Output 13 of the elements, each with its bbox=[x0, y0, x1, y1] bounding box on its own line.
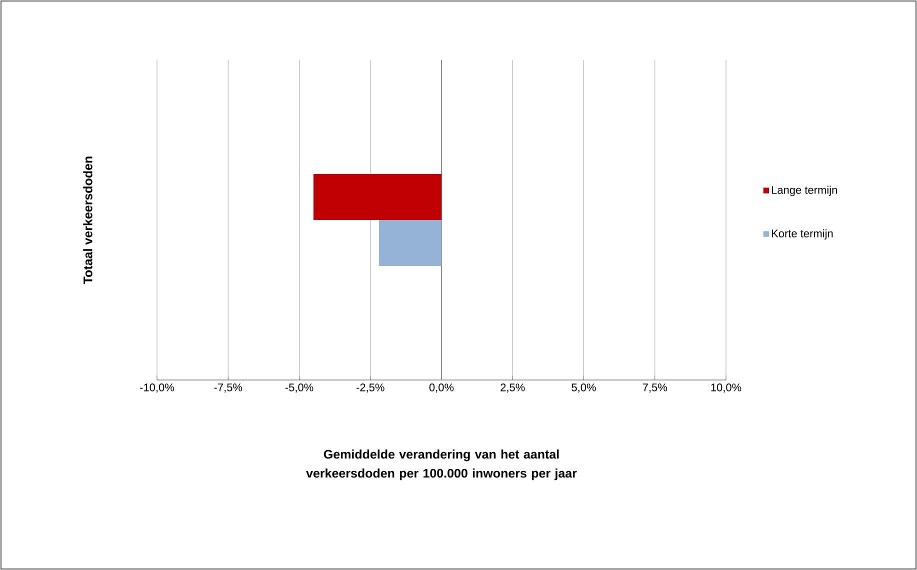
x-axis-title: Gemiddelde verandering van het aantal verkeersdoden per 100.000 inwoners per jaar bbox=[306, 449, 577, 480]
x-tick-label: -10,0% bbox=[140, 384, 174, 393]
x-tick-label: 5,0% bbox=[572, 384, 596, 393]
y-axis-title: Totaal verkeersdoden bbox=[83, 156, 92, 284]
x-tick-label: 10,0% bbox=[711, 384, 742, 393]
x-tick-label: -5,0% bbox=[285, 384, 314, 393]
legend-label: Korte termijn bbox=[772, 229, 833, 240]
legend-label: Lange termijn bbox=[772, 186, 837, 196]
x-tick-label: 0,0% bbox=[429, 384, 454, 393]
x-tick-label: 7,5% bbox=[642, 384, 668, 393]
x-tick-label: 2,5% bbox=[500, 384, 525, 393]
x-tick-label: -7,5% bbox=[214, 384, 242, 393]
x-tick-label: -2,5% bbox=[356, 384, 384, 393]
